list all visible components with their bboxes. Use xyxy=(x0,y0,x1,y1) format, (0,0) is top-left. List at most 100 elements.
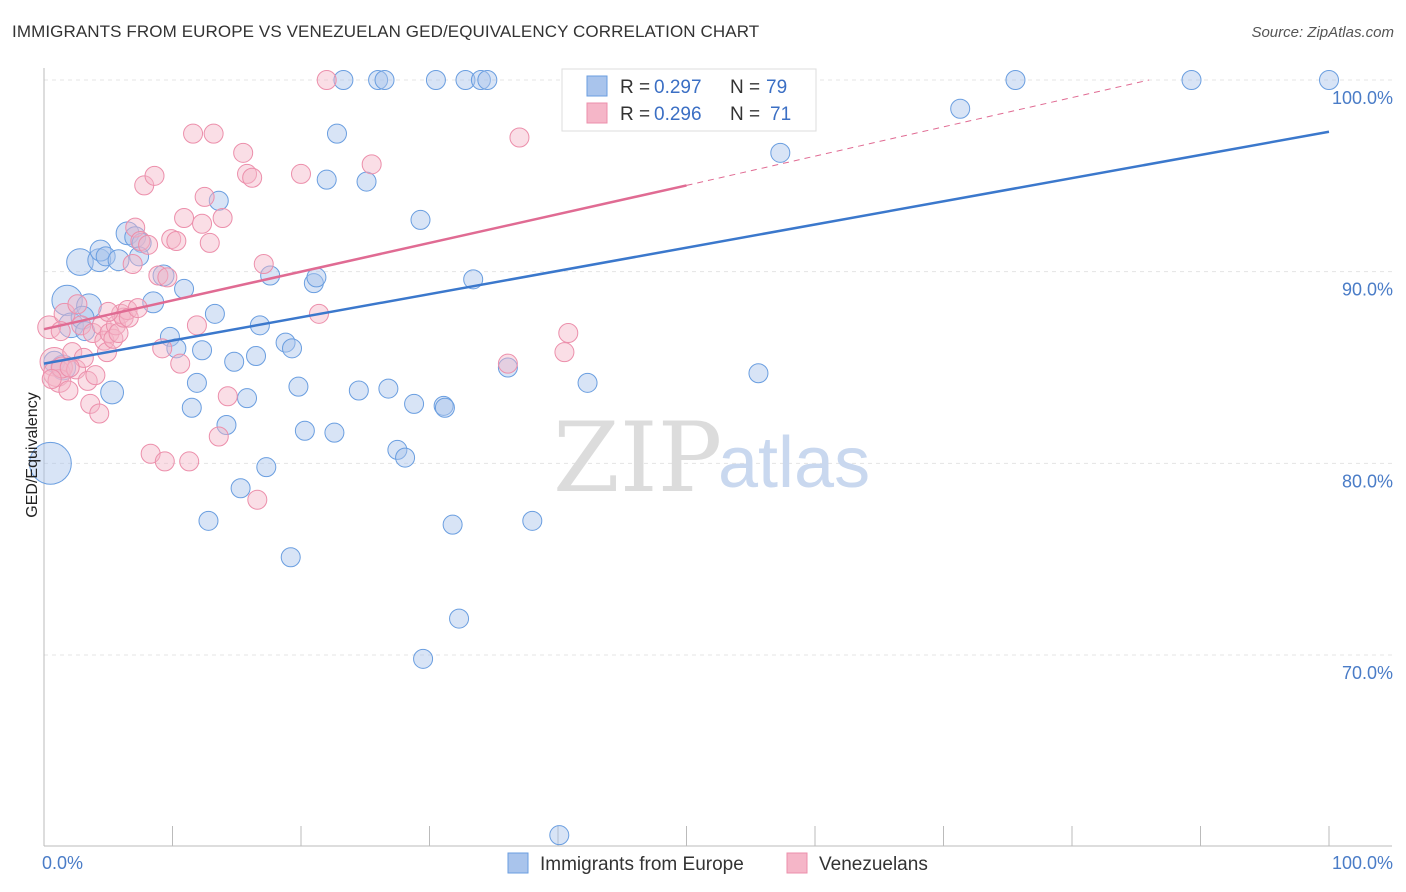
legend-bottom-swatch-venezuelans xyxy=(786,852,808,874)
x-tick-label-max: 100.0% xyxy=(1332,853,1393,873)
series-0 xyxy=(29,70,1339,846)
data-point xyxy=(404,393,425,414)
data-point xyxy=(224,351,245,372)
data-point xyxy=(89,403,110,424)
data-point xyxy=(374,70,395,90)
data-point xyxy=(242,167,263,188)
data-point xyxy=(1005,70,1026,90)
legend-n-label-venezuelans: N = xyxy=(730,104,760,125)
data-point xyxy=(170,353,191,374)
trend-line-1 xyxy=(43,184,687,331)
trend-line-extension-1 xyxy=(686,79,1150,186)
data-point xyxy=(125,217,146,238)
data-point xyxy=(186,315,207,336)
legend-n-label-europe: N = xyxy=(730,77,760,98)
data-point xyxy=(233,142,254,163)
legend-swatch-europe xyxy=(586,75,608,97)
data-point xyxy=(324,422,345,443)
data-point xyxy=(433,395,454,416)
x-ticks xyxy=(43,826,1330,846)
data-point xyxy=(183,123,204,144)
data-point xyxy=(497,353,518,374)
data-point xyxy=(348,380,369,401)
data-point xyxy=(144,165,165,186)
data-point xyxy=(216,415,237,435)
watermark-atlas: atlas xyxy=(718,423,870,503)
data-point xyxy=(356,171,377,192)
data-point xyxy=(154,451,175,472)
data-point xyxy=(122,254,143,274)
data-point xyxy=(253,254,274,274)
data-point xyxy=(554,342,575,363)
legend-n-value-venezuelans: 71 xyxy=(770,104,791,125)
data-point xyxy=(198,510,219,531)
data-point xyxy=(41,369,62,389)
data-point xyxy=(434,397,455,418)
data-point xyxy=(275,332,296,353)
data-point xyxy=(66,248,94,276)
x-tick-label-min: 0.0% xyxy=(42,853,83,873)
data-point xyxy=(174,208,195,228)
y-tick-label: 80.0% xyxy=(1342,471,1393,491)
data-point xyxy=(280,547,301,568)
data-point xyxy=(378,378,399,399)
data-point xyxy=(181,397,202,418)
data-point xyxy=(186,372,207,393)
data-point xyxy=(748,363,769,384)
data-point xyxy=(477,70,498,90)
data-point xyxy=(99,323,120,343)
data-point xyxy=(230,478,251,499)
data-point xyxy=(29,441,72,485)
watermark-zip: ZIP xyxy=(553,402,722,514)
legend-series: Immigrants from Europe Venezuelans xyxy=(507,852,928,875)
legend-r-label-venezuelans: R = xyxy=(620,104,650,125)
legend-n-value-europe: 79 xyxy=(766,77,787,98)
data-point xyxy=(199,232,220,253)
data-point xyxy=(282,338,303,359)
data-point xyxy=(1181,70,1202,90)
chart-title: IMMIGRANTS FROM EUROPE VS VENEZUELAN GED… xyxy=(12,22,760,41)
data-point xyxy=(95,246,116,267)
data-point xyxy=(98,301,119,322)
legend-bottom-swatch-europe xyxy=(507,852,529,874)
legend-swatch-venezuelans xyxy=(586,102,608,124)
y-tick-label: 90.0% xyxy=(1342,280,1393,300)
trend-line-0 xyxy=(43,130,1330,365)
data-point xyxy=(217,386,238,407)
data-point xyxy=(950,98,971,119)
y-tick-label: 100.0% xyxy=(1332,88,1393,108)
data-point xyxy=(203,123,224,144)
data-point xyxy=(212,208,233,228)
data-point xyxy=(1319,70,1339,90)
data-point xyxy=(387,439,408,460)
data-point xyxy=(470,70,491,90)
legend-r-value-venezuelans: 0.296 xyxy=(654,104,702,125)
legend-bottom-label-venezuelans: Venezuelans xyxy=(819,854,928,875)
data-point xyxy=(425,70,446,90)
data-point xyxy=(558,323,579,343)
data-point xyxy=(208,426,229,447)
data-point xyxy=(333,70,354,90)
y-axis-label: GED/Equivalency xyxy=(24,392,41,517)
legend-r-value-europe: 0.297 xyxy=(654,77,702,98)
watermark: ZIP atlas xyxy=(553,402,870,514)
data-point xyxy=(326,123,347,144)
data-point xyxy=(192,213,213,234)
data-point xyxy=(247,489,268,510)
data-point xyxy=(194,186,215,207)
data-point xyxy=(509,127,530,148)
data-point xyxy=(179,451,200,472)
x-tick-labels: 0.0% 100.0% xyxy=(42,853,1393,873)
y-tick-labels: 70.0% 80.0% 90.0% 100.0% xyxy=(1332,88,1393,683)
data-point xyxy=(410,209,431,230)
data-point xyxy=(294,420,315,441)
data-point xyxy=(770,142,791,163)
data-point xyxy=(549,825,570,846)
data-point xyxy=(442,514,463,535)
data-point xyxy=(455,70,476,90)
legend-bottom-label-europe: Immigrants from Europe xyxy=(540,854,744,875)
trend-lines xyxy=(43,79,1330,365)
data-point xyxy=(577,372,598,393)
data-point xyxy=(89,239,112,262)
data-point xyxy=(157,267,178,288)
